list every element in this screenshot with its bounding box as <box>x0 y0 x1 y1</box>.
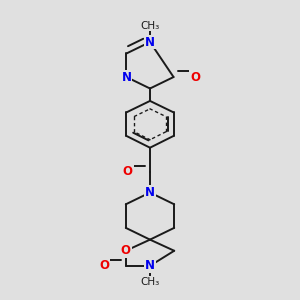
Text: CH₃: CH₃ <box>140 21 160 31</box>
Text: N: N <box>145 186 155 199</box>
Text: O: O <box>99 259 109 272</box>
Text: N: N <box>122 70 131 83</box>
Text: N: N <box>145 259 155 272</box>
Text: CH₃: CH₃ <box>140 277 160 286</box>
Text: O: O <box>190 70 200 83</box>
Text: O: O <box>121 244 131 257</box>
Text: N: N <box>145 35 155 49</box>
Text: O: O <box>123 165 133 178</box>
